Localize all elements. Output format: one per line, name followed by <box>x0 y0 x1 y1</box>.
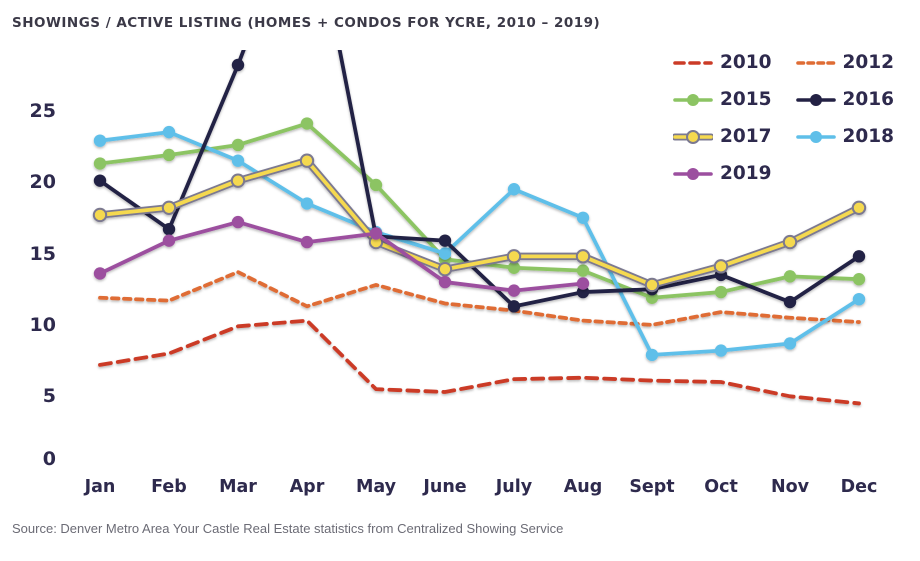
series-2016 <box>93 50 866 313</box>
data-point-2015 <box>93 157 107 170</box>
legend-label-2012: 2012 <box>842 52 895 73</box>
y-tick-15: 15 <box>29 242 56 265</box>
data-point-2015 <box>645 291 659 304</box>
y-tick-10: 10 <box>29 313 56 336</box>
legend-swatch-2017 <box>673 129 713 144</box>
data-point-2018 <box>783 337 797 350</box>
legend-item-2019: 2019 <box>673 163 772 184</box>
x-tick-sept: Sept <box>629 477 675 497</box>
x-tick-jan: Jan <box>84 477 116 497</box>
legend-swatch-2012 <box>795 60 836 65</box>
x-tick-apr: Apr <box>289 477 325 497</box>
series-2019 <box>93 215 590 297</box>
data-point-2016 <box>507 300 521 313</box>
data-point-2018 <box>231 154 245 167</box>
series-2010 <box>98 318 861 406</box>
series-2017 <box>92 153 867 293</box>
data-point-2018 <box>93 134 107 147</box>
data-point-2016 <box>162 223 176 236</box>
data-point-2015 <box>231 138 245 152</box>
legend-label-2019: 2019 <box>720 163 772 184</box>
source-note: Source: Denver Metro Area Your Castle Re… <box>12 521 564 536</box>
series-2018 <box>93 125 866 362</box>
data-point-2017 <box>782 234 798 250</box>
data-point-2017 <box>575 249 591 264</box>
data-point-2016 <box>576 285 590 299</box>
data-point-2019 <box>576 277 590 290</box>
x-tick-dec: Dec <box>840 477 878 497</box>
data-point-2017 <box>92 207 108 223</box>
data-point-2019 <box>231 215 245 229</box>
legend-swatch-2018 <box>795 130 836 143</box>
data-point-2019 <box>438 275 452 289</box>
data-point-2018 <box>714 344 728 357</box>
data-point-2019 <box>369 227 383 240</box>
x-tick-feb: Feb <box>151 477 187 497</box>
legend-item-2018: 2018 <box>795 126 895 147</box>
data-point-2015 <box>162 148 176 162</box>
data-point-2015 <box>852 273 866 286</box>
data-point-2015 <box>369 178 383 192</box>
y-tick-25: 25 <box>29 99 56 122</box>
data-point-2017 <box>851 200 867 216</box>
y-tick-5: 5 <box>42 385 56 408</box>
data-point-2016 <box>93 174 107 187</box>
data-point-2019 <box>93 267 107 280</box>
data-point-2017 <box>299 153 315 168</box>
series-2012 <box>98 270 861 327</box>
legend-swatch-2016 <box>795 93 836 106</box>
x-tick-mar: Mar <box>219 477 257 497</box>
legend-item-2015: 2015 <box>673 89 772 110</box>
data-point-2017 <box>506 249 522 264</box>
data-point-2018 <box>852 292 866 306</box>
data-point-2016 <box>852 250 866 263</box>
data-point-2017 <box>644 277 660 293</box>
legend-swatch-2010 <box>673 60 713 65</box>
data-point-2015 <box>300 117 314 130</box>
legend-swatch-2015 <box>673 93 713 106</box>
data-point-2018 <box>507 183 521 196</box>
data-point-2017 <box>230 173 246 188</box>
data-point-2018 <box>300 197 314 210</box>
x-tick-july: July <box>495 477 533 497</box>
chart-title: SHOWINGS / ACTIVE LISTING (HOMES + CONDO… <box>12 15 601 31</box>
x-tick-oct: Oct <box>704 477 738 497</box>
legend-swatch-2019 <box>673 167 713 180</box>
data-point-2017 <box>161 200 177 216</box>
data-point-2019 <box>300 235 314 249</box>
legend-item-2017: 2017 <box>673 126 772 147</box>
data-point-2017 <box>713 259 729 274</box>
data-point-2016 <box>783 295 797 309</box>
y-tick-20: 20 <box>29 171 56 194</box>
data-point-2017 <box>437 262 453 277</box>
legend-item-2016: 2016 <box>795 89 895 110</box>
legend-label-2015: 2015 <box>720 89 772 110</box>
data-point-2015 <box>576 264 590 277</box>
x-tick-aug: Aug <box>563 477 603 497</box>
data-point-2019 <box>507 284 521 297</box>
y-tick-0: 0 <box>42 447 56 470</box>
x-tick-may: May <box>355 477 397 497</box>
x-tick-june: June <box>423 477 467 497</box>
legend-item-2010: 2010 <box>673 52 772 73</box>
legend: 2010 2012 2015 2016 2017 2018 2019 <box>673 52 894 184</box>
data-point-2015 <box>714 285 728 299</box>
data-point-2018 <box>645 348 659 362</box>
data-point-2015 <box>507 261 521 274</box>
data-point-2019 <box>162 234 176 247</box>
x-tick-nov: Nov <box>770 477 810 497</box>
legend-label-2016: 2016 <box>842 89 895 110</box>
data-point-2018 <box>162 125 176 139</box>
legend-item-2012: 2012 <box>795 52 895 73</box>
data-point-2016 <box>231 58 245 72</box>
legend-label-2010: 2010 <box>720 52 772 73</box>
legend-label-2018: 2018 <box>842 126 895 147</box>
data-point-2015 <box>783 270 797 283</box>
data-point-2018 <box>576 211 590 224</box>
data-point-2016 <box>438 234 452 247</box>
legend-label-2017: 2017 <box>720 126 772 147</box>
data-point-2018 <box>438 247 452 260</box>
